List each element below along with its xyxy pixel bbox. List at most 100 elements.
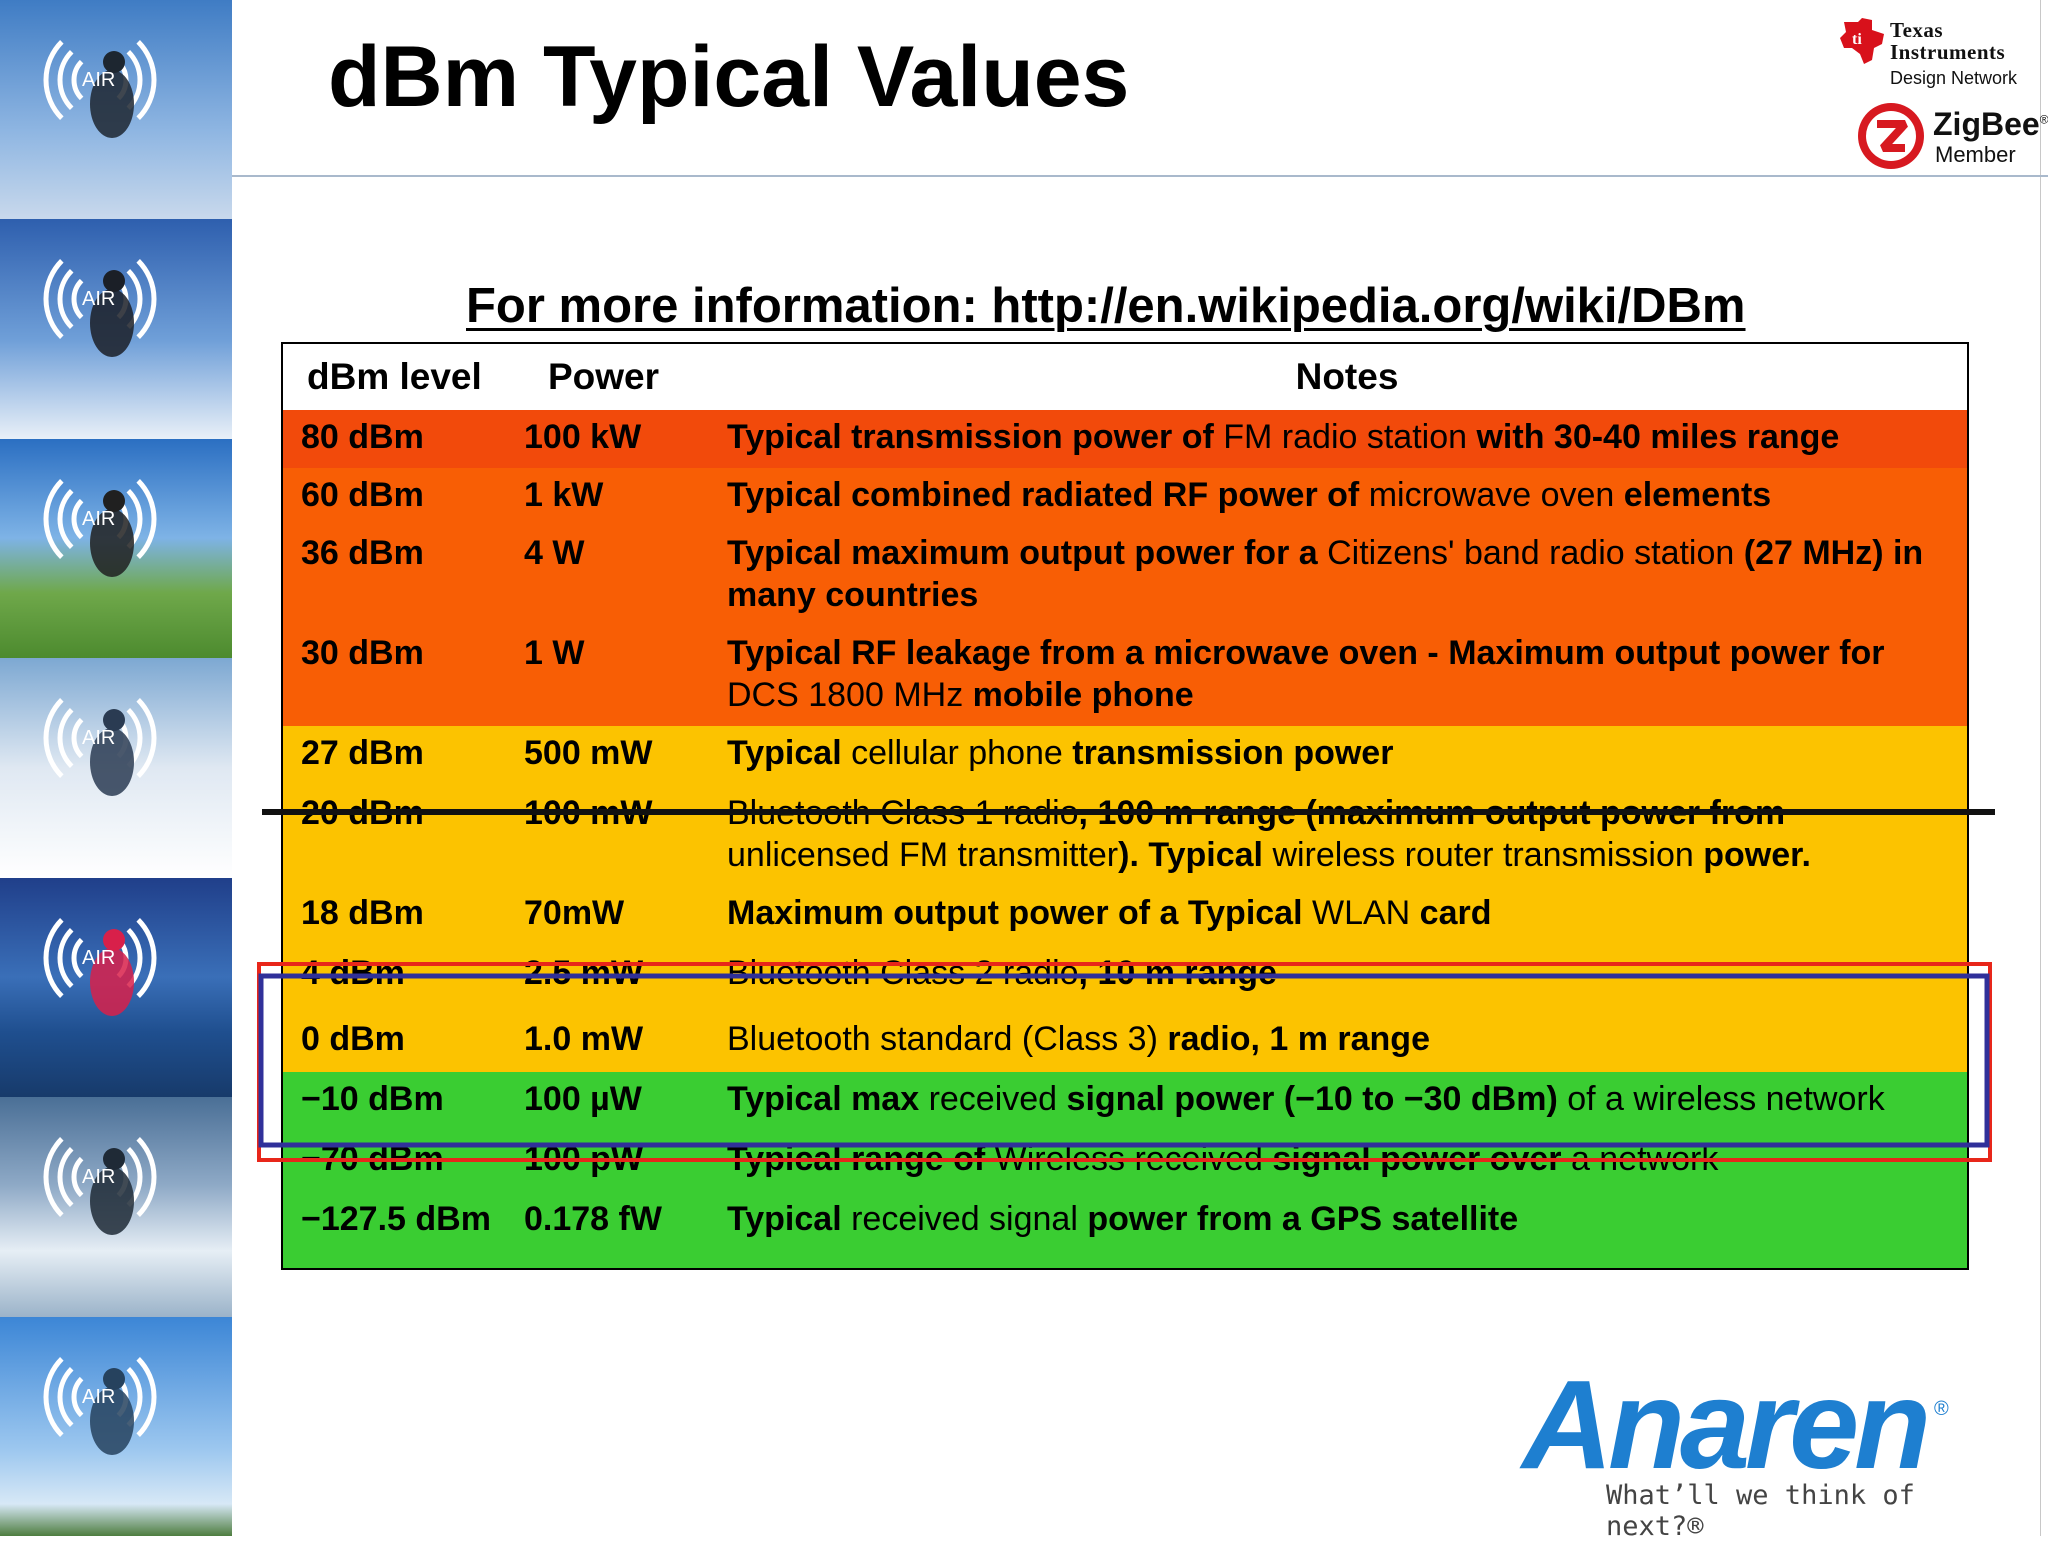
svg-text:ti: ti bbox=[1852, 31, 1862, 48]
sidebar-scene: AIR bbox=[0, 1317, 232, 1536]
air-badge-text: AIR bbox=[82, 1386, 115, 1408]
cell-dbm-level: 60 dBm bbox=[301, 476, 424, 514]
table-row: −70 dBm 100 pW Typical range of Wireless r… bbox=[282, 1132, 1968, 1192]
title-divider bbox=[232, 175, 2048, 177]
cell-power: 1 W bbox=[524, 634, 585, 672]
notes-segment: Wireless received bbox=[994, 1140, 1273, 1178]
cell-dbm-level: 80 dBm bbox=[301, 418, 424, 456]
cell-power: 100 mW bbox=[524, 794, 653, 832]
table-header-row: dBm level Power Notes bbox=[282, 343, 1968, 410]
notes-segment: , 10 m range bbox=[1078, 954, 1277, 992]
cell-notes: Bluetooth standard (Class 3) radio, 1 m … bbox=[727, 1012, 1968, 1072]
cell-power: 70mW bbox=[524, 894, 625, 932]
notes-segment: with 30-40 miles range bbox=[1476, 418, 1840, 456]
ti-logo: ti Texas Instruments Design Network bbox=[1838, 18, 2038, 90]
cell-dbm-level: −10 dBm bbox=[301, 1080, 444, 1118]
cell-notes: Typical RF leakage from a microwave oven… bbox=[727, 626, 1968, 726]
notes-segment: , 100 m range (maximum output power from bbox=[1078, 794, 1786, 832]
table-row: 0 dBm 1.0 mW Bluetooth standard (Class 3) … bbox=[282, 1012, 1968, 1072]
notes-segment: signal power over bbox=[1272, 1140, 1571, 1178]
anaren-wordmark: Anaren bbox=[1522, 1354, 1931, 1495]
notes-segment: Typical max bbox=[727, 1080, 929, 1118]
sidebar-photo-strip: AIR AIR AIR AIR AIR AIR AIR bbox=[0, 0, 232, 1536]
notes-segment: card bbox=[1419, 894, 1492, 932]
sidebar-scene: AIR bbox=[0, 878, 232, 1098]
cell-power: 1.0 mW bbox=[524, 1020, 644, 1058]
header-notes: Notes bbox=[727, 343, 1968, 410]
sidebar-scene: AIR bbox=[0, 1097, 232, 1317]
notes-segment: unlicensed FM transmitter bbox=[727, 836, 1119, 874]
cell-notes: Typical cellular phone transmission powe… bbox=[727, 726, 1968, 786]
cell-notes: Typical range of Wireless received signa… bbox=[727, 1132, 1968, 1192]
table-row: 30 dBm 1 W Typical RF leakage from a micro… bbox=[282, 626, 1968, 726]
notes-segment: power. bbox=[1703, 836, 1811, 874]
air-badge-text: AIR bbox=[82, 947, 115, 969]
notes-segment: wireless router transmission bbox=[1272, 836, 1704, 874]
athlete-figure-icon: AIR bbox=[43, 918, 157, 1016]
notes-segment: cellular phone bbox=[851, 734, 1073, 772]
table-row: 18 dBm 70mW Maximum output power of a Typi… bbox=[282, 886, 1968, 946]
ti-subtitle: Design Network bbox=[1890, 68, 2018, 88]
cell-power: 1 kW bbox=[524, 476, 604, 514]
ti-name-line2: Instruments bbox=[1890, 40, 2006, 64]
table-row: −127.5 dBm 0.178 fW Typical received signa… bbox=[282, 1192, 1968, 1269]
notes-segment: (27 MHz) in many countries bbox=[727, 534, 1924, 614]
header-dbm-level: dBm level bbox=[282, 343, 524, 410]
zigbee-member-label: Member bbox=[1935, 142, 2016, 167]
notes-segment: Typical transmission power of bbox=[727, 418, 1224, 456]
notes-segment: Typical bbox=[727, 1200, 852, 1238]
table-row: −10 dBm 100 µW Typical max received signal… bbox=[282, 1072, 1968, 1132]
table-body: 80 dBm 100 kW Typical transmission power o… bbox=[282, 410, 1968, 1269]
cell-power: 500 mW bbox=[524, 734, 653, 772]
zigbee-z-icon bbox=[1858, 103, 1924, 169]
dbm-table: dBm level Power Notes 80 dBm 100 kW Typica… bbox=[281, 342, 1969, 1270]
cell-power: 100 kW bbox=[524, 418, 642, 456]
notes-segment: FM radio station bbox=[1223, 418, 1477, 456]
notes-segment: received bbox=[928, 1080, 1067, 1118]
notes-segment: of a wireless network bbox=[1567, 1080, 1885, 1118]
cell-notes: Typical max received signal power (−10 t… bbox=[727, 1072, 1968, 1132]
athlete-figure-icon: AIR bbox=[43, 40, 157, 138]
notes-segment: signal power (−10 to −30 dBm) bbox=[1066, 1080, 1568, 1118]
sidebar-scene: AIR bbox=[0, 219, 232, 439]
notes-segment: elements bbox=[1623, 476, 1772, 514]
cell-notes: Maximum output power of a Typical WLAN c… bbox=[727, 886, 1968, 946]
table-row: 27 dBm 500 mW Typical cellular phone trans… bbox=[282, 726, 1968, 786]
sidebar-scene: AIR bbox=[0, 439, 232, 659]
air-badge-text: AIR bbox=[82, 508, 115, 530]
notes-segment: Typical range of bbox=[727, 1140, 995, 1178]
cell-dbm-level: 36 dBm bbox=[301, 534, 424, 572]
notes-segment: a network bbox=[1570, 1140, 1719, 1178]
cell-power: 100 pW bbox=[524, 1140, 644, 1178]
zigbee-member-logo: ZigBee® Member bbox=[1855, 100, 2048, 176]
table-row: 20 dBm 100 mW Bluetooth Class 1 radio, 100… bbox=[282, 786, 1968, 886]
notes-segment: Bluetooth standard (Class 3) bbox=[727, 1020, 1168, 1058]
cell-dbm-level: −70 dBm bbox=[301, 1140, 444, 1178]
sidebar-scene: AIR bbox=[0, 658, 232, 878]
air-badge-text: AIR bbox=[82, 69, 115, 91]
ti-state-icon: ti bbox=[1840, 18, 1884, 64]
cell-notes: Typical received signal power from a GPS… bbox=[727, 1192, 1968, 1269]
athlete-figure-icon: AIR bbox=[43, 1357, 157, 1455]
cell-dbm-level: 20 dBm bbox=[301, 794, 424, 832]
notes-segment: Maximum output power of a Typical bbox=[727, 894, 1312, 932]
zigbee-registered-mark: ® bbox=[2039, 112, 2048, 127]
notes-segment: Typical combined radiated RF power of bbox=[727, 476, 1369, 514]
athlete-figure-icon: AIR bbox=[43, 259, 157, 357]
cell-power: 100 µW bbox=[524, 1080, 642, 1118]
air-badge-text: AIR bbox=[82, 288, 115, 310]
cell-dbm-level: 18 dBm bbox=[301, 894, 424, 932]
cell-notes: Typical transmission power of FM radio s… bbox=[727, 410, 1968, 468]
notes-segment: WLAN bbox=[1311, 894, 1420, 932]
notes-segment: Citizens' band radio station bbox=[1327, 534, 1744, 572]
athlete-figure-icon: AIR bbox=[43, 698, 157, 796]
sidebar-scene: AIR bbox=[0, 0, 232, 220]
cell-power: 0.178 fW bbox=[524, 1200, 662, 1238]
page-title: dBm Typical Values bbox=[328, 29, 1130, 125]
table-row: 4 dBm 2.5 mW Bluetooth Class 2 radio, 10 m… bbox=[282, 946, 1968, 1012]
table-row: 80 dBm 100 kW Typical transmission power o… bbox=[282, 410, 1968, 468]
notes-segment: Typical bbox=[727, 734, 852, 772]
cell-dbm-level: 4 dBm bbox=[301, 954, 405, 992]
info-link[interactable]: For more information: http://en.wikipedi… bbox=[466, 279, 1746, 333]
zigbee-name: ZigBee® bbox=[1933, 106, 2048, 142]
